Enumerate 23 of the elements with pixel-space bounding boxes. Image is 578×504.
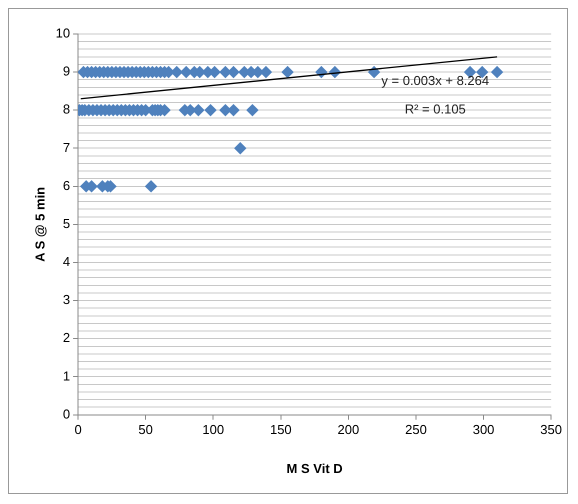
annotation: y = 0.003x + 8.264 [381, 73, 490, 88]
x-tick-label: 50 [138, 422, 153, 438]
x-tick-label: 300 [472, 422, 494, 438]
y-tick-label: 10 [56, 26, 70, 41]
y-tick-label: 0 [62, 406, 70, 422]
y-tick-label: 3 [62, 292, 70, 308]
y-tick-label: 6 [62, 178, 70, 193]
y-tick-label: 1 [62, 368, 70, 384]
y-axis-title: A S @ 5 min [32, 186, 48, 262]
x-tick-label: 200 [338, 422, 360, 438]
y-tick-label: 7 [62, 140, 70, 155]
x-tick-label: 350 [540, 422, 562, 438]
x-axis-title: M S Vit D [286, 460, 343, 476]
y-tick-label: 4 [62, 254, 70, 270]
y-tick-label: 5 [62, 216, 70, 231]
x-tick-label: 250 [405, 422, 427, 438]
y-tick-label: 9 [62, 64, 70, 79]
x-tick-label: 100 [202, 422, 224, 438]
x-tick-label: 150 [270, 422, 292, 438]
x-tick-label: 0 [74, 422, 82, 438]
y-tick-label: 2 [62, 330, 70, 346]
annotation: R² = 0.105 [404, 102, 466, 117]
y-tick-label: 8 [62, 102, 70, 117]
